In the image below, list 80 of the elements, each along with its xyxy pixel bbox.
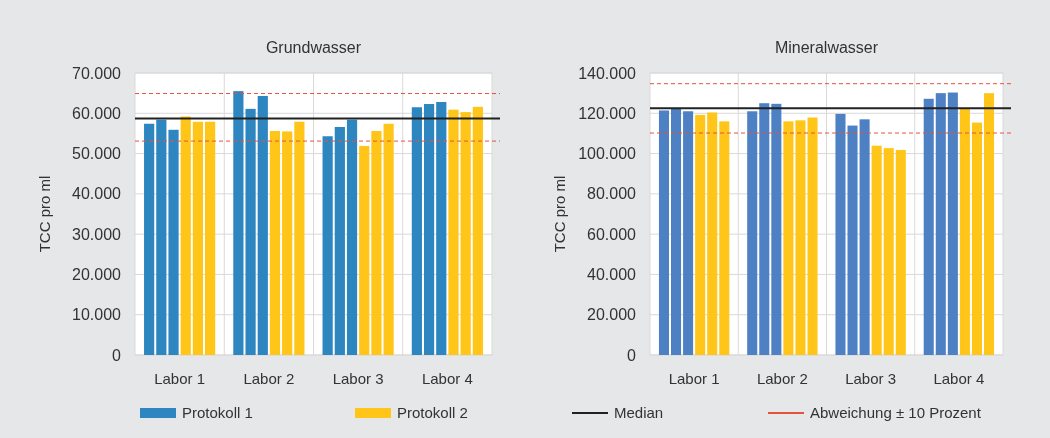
bar (383, 123, 394, 355)
y-tick-label: 30.000 (72, 225, 122, 243)
legend-label: Protokoll 1 (182, 404, 253, 422)
y-axis-title: TCC pro ml (551, 175, 568, 253)
y-tick-label: 140.000 (578, 64, 637, 82)
bar (448, 109, 459, 355)
bar (334, 126, 345, 355)
bar (807, 117, 818, 355)
bar (269, 131, 281, 355)
bar (359, 145, 370, 355)
y-tick-label: 0 (112, 346, 122, 364)
x-tick-label: Labor 1 (154, 370, 206, 387)
y-tick-label: 120.000 (578, 104, 637, 122)
y-tick-label: 20.000 (72, 266, 122, 284)
y-tick-label: 50.000 (72, 145, 122, 163)
bar (156, 119, 167, 355)
y-tick-label: 40.000 (72, 185, 122, 203)
bar (371, 131, 382, 355)
chart-title: Grundwasser (265, 39, 362, 56)
y-tick-label: 20.000 (587, 306, 637, 324)
bar (747, 111, 758, 355)
bar (783, 121, 794, 355)
bar (984, 93, 995, 355)
bar (460, 112, 471, 355)
bar (294, 121, 305, 355)
bar (935, 93, 946, 355)
legend-label: Median (614, 404, 664, 422)
bar (411, 107, 422, 355)
bar (282, 131, 293, 355)
bar (971, 122, 982, 355)
y-tick-label: 80.000 (587, 185, 637, 203)
x-tick-label: Labor 2 (243, 370, 295, 387)
bar (423, 104, 435, 355)
bar (847, 125, 858, 355)
x-tick-label: Labor 4 (933, 370, 985, 387)
x-tick-label: Labor 3 (845, 370, 897, 387)
bar (683, 111, 694, 355)
bar (707, 112, 718, 355)
bar (671, 108, 682, 355)
x-tick-label: Labor 1 (668, 370, 720, 387)
bar (871, 145, 882, 355)
bar (180, 116, 191, 355)
chart-title: Mineralwasser (774, 39, 879, 56)
bar (883, 148, 894, 355)
legend-label: Protokoll 2 (397, 404, 468, 422)
y-tick-label: 70.000 (72, 64, 122, 82)
bar (322, 136, 333, 355)
bar (771, 103, 782, 355)
bar (144, 123, 155, 355)
bar (245, 108, 256, 355)
y-tick-label: 10.000 (72, 306, 122, 324)
bar (959, 108, 970, 355)
x-tick-label: Labor 3 (332, 370, 384, 387)
bar (233, 91, 244, 355)
bar (658, 110, 669, 355)
bar (759, 103, 770, 355)
bar (859, 119, 870, 355)
bar (205, 121, 216, 355)
y-tick-label: 100.000 (578, 145, 637, 163)
bar (835, 113, 846, 355)
y-tick-label: 0 (627, 346, 637, 364)
bar (795, 120, 806, 355)
bar (719, 121, 730, 355)
x-tick-label: Labor 2 (756, 370, 808, 387)
y-tick-label: 60.000 (72, 104, 122, 122)
bar (436, 102, 447, 355)
bar (472, 106, 483, 355)
y-axis-title: TCC pro ml (36, 175, 53, 253)
bar (695, 114, 706, 355)
x-tick-label: Labor 4 (421, 370, 473, 387)
bar (168, 129, 179, 355)
bar (346, 119, 358, 355)
legend-label: Abweichung ± 10 Prozent (810, 404, 982, 422)
y-tick-label: 40.000 (587, 266, 637, 284)
bar (895, 149, 906, 355)
bar (192, 121, 204, 355)
bar (923, 98, 934, 355)
bar (257, 95, 268, 355)
y-tick-label: 60.000 (587, 225, 637, 243)
bar (947, 92, 958, 355)
